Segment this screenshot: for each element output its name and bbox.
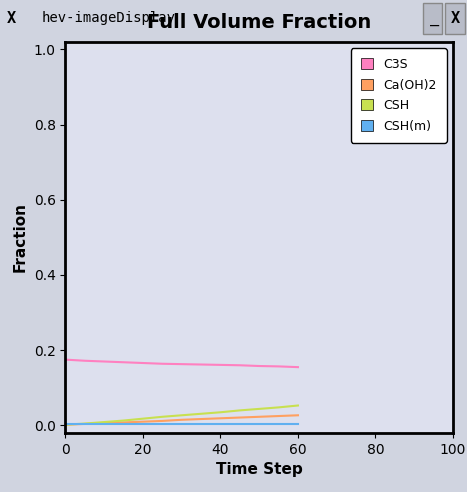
Text: X: X <box>7 11 16 26</box>
C3S <box>198 362 204 368</box>
CSH <box>63 422 68 428</box>
Line: Ca(OH)2: Ca(OH)2 <box>65 415 298 425</box>
C3S <box>63 357 68 363</box>
Ca(OH)2 <box>160 418 165 424</box>
CSH <box>256 406 262 412</box>
C3S <box>295 364 301 370</box>
Line: CSH: CSH <box>65 405 298 425</box>
C3S <box>120 359 126 365</box>
CSH <box>120 418 126 424</box>
Bar <box>423 3 442 34</box>
CSH <box>295 402 301 408</box>
Ca(OH)2 <box>295 412 301 418</box>
C3S <box>140 360 146 366</box>
CSH <box>198 411 204 417</box>
Ca(OH)2 <box>237 415 243 421</box>
C3S <box>82 358 88 364</box>
Text: hev-imageDisplay: hev-imageDisplay <box>42 11 176 26</box>
CSH(m) <box>256 421 262 427</box>
CSH <box>179 412 184 418</box>
CSH <box>218 409 223 415</box>
Ca(OH)2 <box>140 419 146 425</box>
CSH <box>140 416 146 422</box>
CSH <box>237 407 243 413</box>
Ca(OH)2 <box>198 416 204 422</box>
Legend: C3S, Ca(OH)2, CSH, CSH(m): C3S, Ca(OH)2, CSH, CSH(m) <box>351 48 447 143</box>
CSH <box>160 414 165 420</box>
CSH(m) <box>179 421 184 427</box>
Ca(OH)2 <box>101 420 107 426</box>
CSH(m) <box>198 421 204 427</box>
C3S <box>101 359 107 365</box>
CSH(m) <box>140 421 146 427</box>
Title: Full Volume Fraction: Full Volume Fraction <box>147 13 371 32</box>
CSH(m) <box>295 421 301 427</box>
C3S <box>179 361 184 367</box>
CSH(m) <box>101 421 107 427</box>
Ca(OH)2 <box>276 413 282 419</box>
CSH(m) <box>237 421 243 427</box>
CSH <box>82 421 88 427</box>
Ca(OH)2 <box>82 421 88 427</box>
X-axis label: Time Step: Time Step <box>216 462 303 477</box>
Bar <box>445 3 465 34</box>
Y-axis label: Fraction: Fraction <box>13 202 28 273</box>
CSH <box>276 404 282 410</box>
Ca(OH)2 <box>179 417 184 423</box>
C3S <box>256 363 262 369</box>
Ca(OH)2 <box>256 414 262 420</box>
C3S <box>237 362 243 368</box>
CSH(m) <box>63 421 68 427</box>
CSH(m) <box>82 421 88 427</box>
CSH <box>101 419 107 425</box>
CSH(m) <box>160 421 165 427</box>
Ca(OH)2 <box>63 422 68 428</box>
CSH(m) <box>218 421 223 427</box>
Text: _: _ <box>430 11 439 26</box>
C3S <box>160 361 165 367</box>
Ca(OH)2 <box>218 415 223 421</box>
CSH(m) <box>276 421 282 427</box>
CSH(m) <box>120 421 126 427</box>
Ca(OH)2 <box>120 420 126 426</box>
Line: C3S: C3S <box>65 360 298 367</box>
C3S <box>276 364 282 369</box>
Text: X: X <box>451 11 460 26</box>
C3S <box>218 362 223 368</box>
